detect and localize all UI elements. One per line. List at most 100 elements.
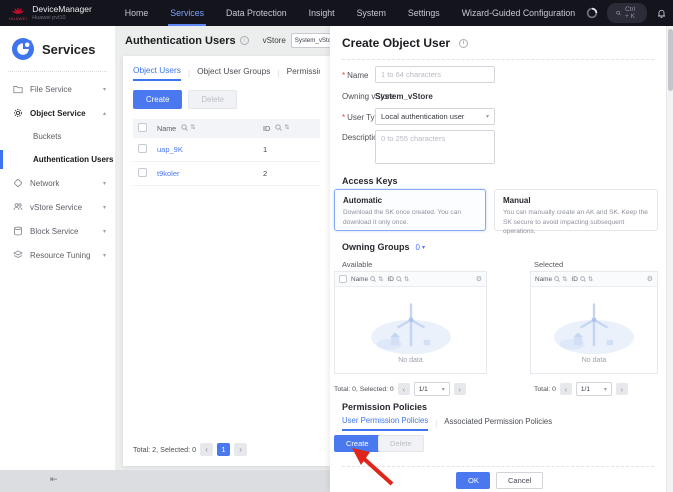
tab-permission-policies[interactable]: Permission Policies — [286, 66, 320, 76]
tab-user-permission-policies[interactable]: User Permission Policies — [342, 416, 429, 431]
capacity-ring-icon[interactable] — [586, 7, 598, 19]
sort-icon[interactable]: ⇅ — [378, 276, 384, 283]
info-icon[interactable]: i — [459, 38, 469, 48]
ok-button[interactable]: OK — [456, 472, 490, 489]
sidebar-item-label: Buckets — [33, 132, 62, 141]
nav-wizard-guided-configuration[interactable]: Wizard-Guided Configuration — [461, 8, 576, 18]
prev-page-button[interactable]: ‹ — [397, 383, 410, 395]
column-settings-icon[interactable]: ⚙ — [646, 276, 653, 283]
prev-page-button[interactable]: ‹ — [559, 383, 572, 395]
prev-page-button[interactable]: ‹ — [200, 443, 214, 456]
description-textarea[interactable] — [375, 130, 495, 164]
sidebar-item-buckets[interactable]: Buckets — [0, 125, 115, 148]
next-page-button[interactable]: › — [615, 383, 628, 395]
list-tabs: Object Users Object User Groups Permissi… — [133, 65, 320, 81]
next-page-button[interactable]: › — [453, 383, 466, 395]
page-value: 1/1 — [418, 385, 428, 393]
scrollbar-thumb[interactable] — [668, 29, 673, 91]
nav-home[interactable]: Home — [124, 8, 149, 18]
nav-services[interactable]: Services — [159, 0, 215, 26]
collapse-sidebar-icon[interactable]: ⇤ — [50, 474, 58, 484]
search-icon[interactable] — [275, 124, 283, 131]
tab-object-user-groups[interactable]: Object User Groups — [197, 66, 271, 76]
users-icon — [13, 203, 23, 211]
nav-system[interactable]: System — [356, 8, 386, 18]
sidebar-item-label: File Service — [30, 84, 72, 94]
row-checkbox[interactable] — [138, 168, 147, 177]
chevron-down-icon: ▾ — [102, 86, 106, 93]
sidebar-item-block-service[interactable]: Block Service ▾ — [0, 219, 115, 243]
manual-option-description: You can manually create an AK and SK. Ke… — [503, 209, 648, 236]
global-search-input[interactable]: Ctrl + K — [607, 3, 648, 23]
selected-groups-table: Name ⇅ ID ⇅ ⚙ — [530, 271, 658, 374]
chevron-down-icon: ▾ — [603, 386, 607, 393]
search-icon[interactable] — [580, 276, 586, 282]
tab-separator — [277, 68, 279, 78]
notifications-bell-icon[interactable] — [656, 8, 667, 19]
create-permission-policy-button[interactable]: Create — [334, 435, 381, 452]
sort-icon[interactable]: ⇅ — [403, 276, 410, 283]
sidebar-item-object-service[interactable]: Object Service ▴ — [0, 101, 115, 125]
current-page-button[interactable]: 1 — [217, 443, 231, 456]
tab-object-users[interactable]: Object Users — [133, 65, 181, 81]
name-input[interactable] — [375, 66, 495, 83]
sort-icon[interactable]: ⇅ — [587, 276, 594, 283]
divider — [8, 71, 107, 72]
sidebar-item-network[interactable]: Network ▾ — [0, 171, 115, 195]
sidebar-item-vstore-service[interactable]: vStore Service ▾ — [0, 195, 115, 219]
user-name-link[interactable]: t9koler — [157, 169, 180, 178]
row-checkbox[interactable] — [138, 144, 147, 153]
sort-icon[interactable]: ⇅ — [284, 124, 290, 131]
sidebar-item-file-service[interactable]: File Service ▾ — [0, 77, 115, 101]
search-icon[interactable] — [370, 276, 376, 282]
delete-permission-policy-button[interactable]: Delete — [378, 435, 424, 452]
owning-vstore-label: Owning vStore — [342, 92, 395, 101]
page-select[interactable]: 1/1 ▾ — [575, 382, 612, 396]
sort-icon[interactable]: ⇅ — [562, 276, 568, 283]
search-icon[interactable] — [181, 124, 189, 131]
table-row: uap_9K 1 — [133, 138, 320, 162]
permission-policies-title: Permission Policies — [342, 402, 428, 412]
selected-total-label: Total: 0 — [534, 385, 556, 393]
page-value: 1/1 — [580, 385, 590, 393]
database-icon — [14, 226, 22, 236]
delete-user-button[interactable]: Delete — [188, 90, 237, 109]
automatic-option-title: Automatic — [343, 196, 383, 205]
tab-associated-permission-policies[interactable]: Associated Permission Policies — [444, 417, 553, 426]
cancel-button[interactable]: Cancel — [496, 472, 544, 489]
automatic-option-description: Download the SK once created. You can do… — [343, 209, 462, 226]
access-key-manual-card[interactable]: Manual You can manually create an AK and… — [494, 189, 658, 235]
user-type-value: Local authentication user — [381, 112, 465, 121]
search-icon[interactable] — [396, 276, 402, 282]
search-icon[interactable] — [554, 276, 560, 282]
nav-data-protection[interactable]: Data Protection — [226, 8, 287, 18]
nav-insight[interactable]: Insight — [308, 8, 335, 18]
total-selected-label: Total: 2, Selected: 0 — [133, 445, 197, 454]
create-user-button[interactable]: Create — [133, 90, 183, 109]
folder-icon — [13, 85, 23, 93]
column-settings-icon[interactable]: ⚙ — [475, 276, 482, 283]
no-data-label: No data — [398, 357, 423, 364]
vstore-label: vStore — [262, 36, 286, 45]
divider — [342, 59, 654, 60]
nav-settings[interactable]: Settings — [407, 8, 440, 18]
user-type-select[interactable]: Local authentication user ▾ — [375, 108, 495, 125]
vertical-scrollbar[interactable] — [666, 26, 673, 492]
sidebar-item-authentication-users[interactable]: Authentication Users — [0, 148, 115, 171]
next-page-button[interactable]: › — [234, 443, 248, 456]
sort-icon[interactable]: ⇅ — [190, 124, 196, 131]
sidebar-item-resource-tuning[interactable]: Resource Tuning ▾ — [0, 243, 115, 267]
chevron-down-icon: ▾ — [102, 228, 106, 235]
info-icon[interactable]: i — [239, 36, 249, 45]
owning-groups-count-toggle[interactable]: 0 ▾ — [415, 243, 425, 252]
select-all-checkbox[interactable] — [339, 275, 347, 283]
chevron-up-icon: ▴ — [102, 110, 106, 117]
user-name-link[interactable]: uap_9K — [157, 145, 183, 154]
vstore-selected-value: System_vStore — [294, 37, 337, 44]
brand: HUAWEI DeviceManager Huawei pvt10 — [0, 0, 100, 26]
page-select[interactable]: 1/1 ▾ — [413, 382, 450, 396]
select-all-checkbox[interactable] — [138, 123, 147, 132]
sidebar-item-label: vStore Service — [30, 202, 83, 212]
access-key-automatic-card[interactable]: Automatic Download the SK once created. … — [334, 189, 486, 231]
